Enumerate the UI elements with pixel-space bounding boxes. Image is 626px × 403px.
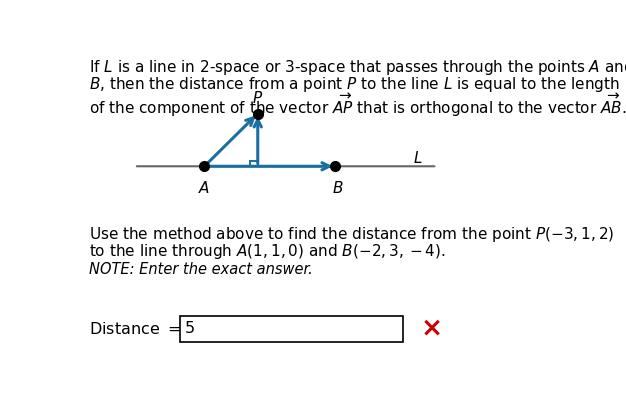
Text: NOTE: Enter the exact answer.: NOTE: Enter the exact answer.	[89, 262, 312, 278]
Text: 5: 5	[185, 321, 195, 337]
Text: $A$: $A$	[198, 180, 210, 196]
Text: $\mathbf{\times}$: $\mathbf{\times}$	[420, 316, 441, 342]
Text: Use the method above to find the distance from the point $P(-3, 1, 2)$: Use the method above to find the distanc…	[89, 225, 614, 244]
Text: $P$: $P$	[252, 90, 264, 106]
Text: $B$, then the distance from a point $P$ to the line $L$ is equal to the length: $B$, then the distance from a point $P$ …	[89, 75, 620, 94]
Text: of the component of the vector $\overrightarrow{AP}$ that is orthogonal to the v: of the component of the vector $\overrig…	[89, 92, 626, 119]
Text: Distance $=$: Distance $=$	[89, 321, 181, 337]
Text: to the line through $A(1, 1, 0)$ and $B(-2, 3, -4)$.: to the line through $A(1, 1, 0)$ and $B(…	[89, 242, 446, 261]
Text: $B$: $B$	[332, 180, 344, 196]
Text: $L$: $L$	[413, 150, 423, 166]
FancyBboxPatch shape	[180, 316, 403, 342]
Text: If $L$ is a line in 2-space or 3-space that passes through the points $A$ and: If $L$ is a line in 2-space or 3-space t…	[89, 58, 626, 77]
